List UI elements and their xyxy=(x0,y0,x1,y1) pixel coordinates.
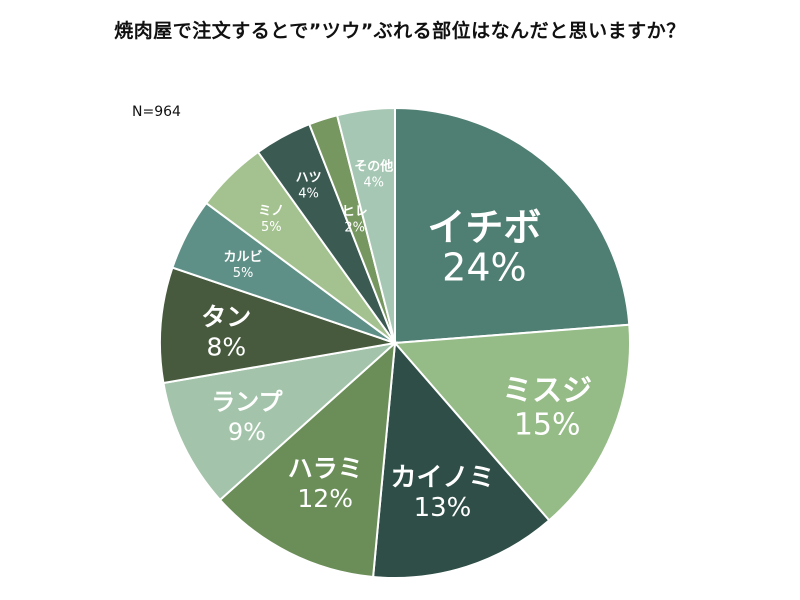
slice-label: カイノミ xyxy=(390,463,494,493)
pie-slice xyxy=(335,106,396,344)
slice-value-label: 13% xyxy=(414,493,472,523)
pie-slice xyxy=(372,340,551,579)
slice-value-label: 2% xyxy=(344,220,365,235)
slice-value-label: 5% xyxy=(261,220,282,235)
slice-label: ヒレ xyxy=(342,204,368,219)
slice-value-label: 12% xyxy=(297,484,353,513)
sample-size-label: N=964 xyxy=(132,104,181,120)
slice-value-label: 8% xyxy=(206,332,246,361)
pie-slice xyxy=(162,341,399,502)
slice-label: ランプ xyxy=(211,388,283,416)
slice-value-label: 15% xyxy=(514,407,581,442)
slice-label: ミスジ xyxy=(502,373,592,408)
slice-value-label: 4% xyxy=(363,175,384,190)
slice-label: ハツ xyxy=(296,171,322,186)
pie-slice xyxy=(159,266,396,385)
slice-label: イチボ xyxy=(427,205,541,249)
slice-label: カルビ xyxy=(223,249,262,265)
pie-slice xyxy=(394,106,631,345)
slice-value-label: 9% xyxy=(228,418,266,446)
slice-label: タン xyxy=(201,302,251,331)
slice-value-label: 5% xyxy=(233,266,254,281)
pie-slice xyxy=(218,340,397,579)
slice-value-label: 24% xyxy=(442,245,526,289)
slice-value-label: 4% xyxy=(298,187,319,202)
slice-label: その他 xyxy=(354,158,393,174)
pie-slice xyxy=(392,323,631,522)
chart-title: 焼肉屋で注文するとで”ツウ”ぶれる部位はなんだと思いますか？ xyxy=(114,20,686,42)
slice-label: ミノ xyxy=(258,204,284,219)
slice-label: ハラミ xyxy=(288,454,363,483)
